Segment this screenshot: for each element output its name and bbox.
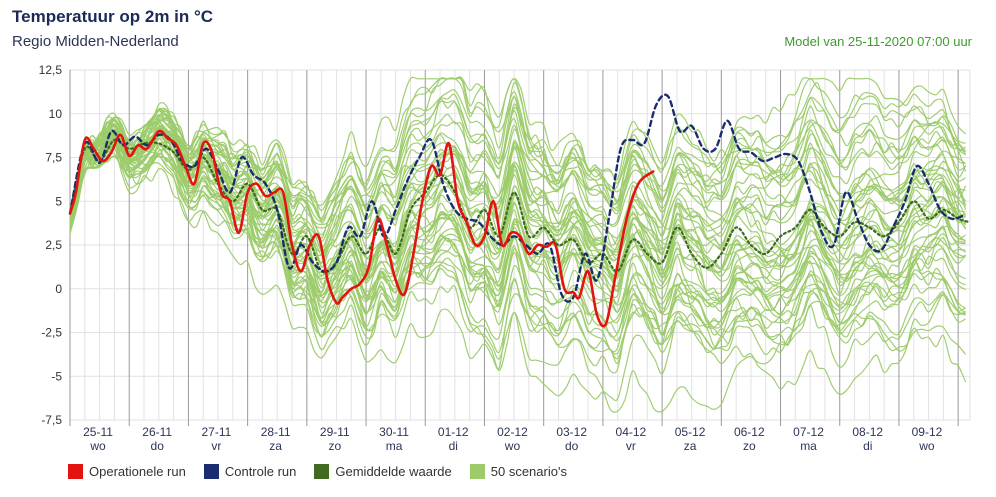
x-tick-weekday: wo xyxy=(504,439,521,453)
x-tick-date: 09-12 xyxy=(912,425,943,439)
y-tick-label: 10 xyxy=(49,107,63,121)
scenario-line xyxy=(69,108,967,224)
x-tick-date: 03-12 xyxy=(556,425,587,439)
y-axis: 12,5 10 7,5 5 2,5 0 -2,5 -5 -7,5 xyxy=(39,63,63,427)
model-run-label: Model van 25-11-2020 07:00 uur xyxy=(784,34,972,49)
legend-item-scenarios[interactable]: 50 scenario's xyxy=(469,464,567,479)
legend-label-mean: Gemiddelde waarde xyxy=(335,464,452,479)
scenario-line xyxy=(69,77,967,245)
x-tick-date: 26-11 xyxy=(142,425,172,439)
x-tick-date: 30-11 xyxy=(379,425,409,439)
x-tick-weekday: ma xyxy=(800,439,817,453)
main-lines xyxy=(68,93,972,328)
y-tick-label: 2,5 xyxy=(45,238,62,252)
x-tick-date: 04-12 xyxy=(616,425,647,439)
y-tick-label: -2,5 xyxy=(41,326,62,340)
x-tick-date: 05-12 xyxy=(675,425,706,439)
legend-item-operational[interactable]: Operationele run xyxy=(68,464,186,479)
x-tick-date: 01-12 xyxy=(438,425,469,439)
control-run-line xyxy=(68,93,966,303)
x-tick-weekday: do xyxy=(565,439,579,453)
x-tick-date: 25-11 xyxy=(83,425,113,439)
x-tick-date: 27-11 xyxy=(202,425,232,439)
scenario-line xyxy=(69,140,966,353)
x-tick-weekday: wo xyxy=(89,439,106,453)
legend-item-mean[interactable]: Gemiddelde waarde xyxy=(314,464,452,479)
chart-subtitle: Regio Midden-Nederland xyxy=(12,33,179,50)
operational-run-line xyxy=(68,129,655,328)
x-tick-weekday: za xyxy=(269,439,282,453)
y-tick-label: 7,5 xyxy=(45,151,62,165)
chart-title: Temperatuur op 2m in °C xyxy=(12,7,214,26)
legend-label-operational: Operationele run xyxy=(89,464,186,479)
scenario-line xyxy=(69,125,966,253)
x-tick-weekday: zo xyxy=(328,439,341,453)
legend-label-scenarios: 50 scenario's xyxy=(490,464,567,479)
legend-swatch-control xyxy=(203,464,219,479)
y-tick-label: 12,5 xyxy=(39,63,63,77)
y-tick-label: 0 xyxy=(55,282,62,296)
scenario-line xyxy=(69,140,966,338)
x-tick-weekday: za xyxy=(684,439,697,453)
x-tick-date: 07-12 xyxy=(793,425,824,439)
scenario-line xyxy=(69,113,966,225)
scenario-line xyxy=(69,100,967,220)
legend-swatch-scenarios xyxy=(469,464,485,479)
scenario-line xyxy=(69,141,966,413)
scenario-line xyxy=(69,89,966,218)
scenario-line xyxy=(69,109,966,229)
scenario-line xyxy=(69,143,967,364)
x-tick-weekday: wo xyxy=(918,439,935,453)
legend-label-control: Controle run xyxy=(224,464,297,479)
legend-item-control[interactable]: Controle run xyxy=(203,464,297,479)
scenario-line xyxy=(69,148,966,396)
scenario-line xyxy=(69,123,967,257)
scenario-line xyxy=(69,121,967,293)
x-tick-weekday: di xyxy=(449,439,458,453)
scenario-lines xyxy=(69,76,967,413)
y-tick-label: 5 xyxy=(55,194,62,208)
x-tick-date: 29-11 xyxy=(320,425,350,439)
scenario-line xyxy=(69,147,967,402)
x-tick-weekday: ma xyxy=(386,439,403,453)
x-axis: 25-11wo26-11do27-11vr28-11za29-11zo30-11… xyxy=(83,425,943,453)
x-tick-date: 08-12 xyxy=(852,425,883,439)
legend-swatch-operational xyxy=(68,464,83,479)
x-tick-date: 06-12 xyxy=(734,425,765,439)
x-tick-weekday: vr xyxy=(626,439,636,453)
x-tick-weekday: vr xyxy=(211,439,221,453)
x-tick-date: 02-12 xyxy=(497,425,528,439)
y-tick-label: -7,5 xyxy=(41,413,62,427)
scenario-line xyxy=(69,155,967,374)
x-tick-weekday: zo xyxy=(743,439,756,453)
legend-swatch-mean xyxy=(314,464,330,479)
x-tick-weekday: di xyxy=(863,439,872,453)
y-tick-label: -5 xyxy=(51,369,62,383)
legend: Operationele run Controle run Gemiddelde… xyxy=(68,464,585,479)
x-tick-date: 28-11 xyxy=(261,425,291,439)
x-tick-weekday: do xyxy=(151,439,165,453)
